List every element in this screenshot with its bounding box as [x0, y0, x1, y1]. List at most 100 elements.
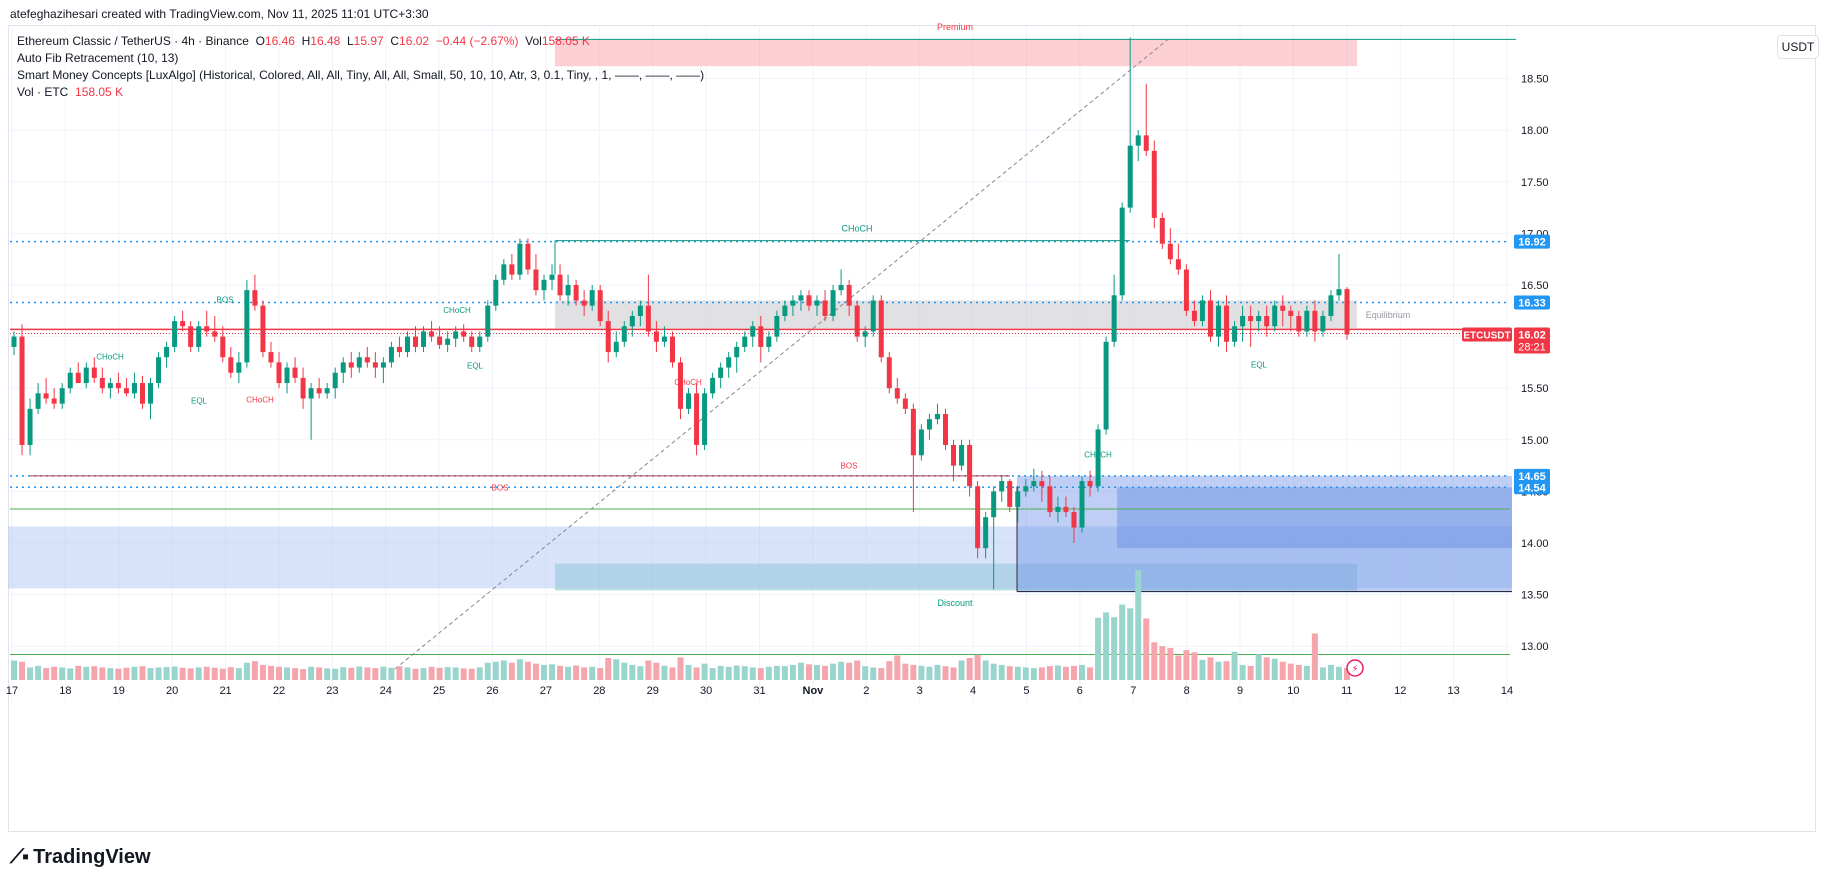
candle-body	[1248, 315, 1254, 322]
time-tick-label: 5	[1023, 685, 1029, 697]
volume-bar	[1095, 617, 1102, 680]
chart-legend: Ethereum Classic / TetherUS · 4h · Binan…	[17, 33, 704, 101]
time-tick-label: 7	[1130, 685, 1136, 697]
volume-bar	[364, 667, 371, 680]
candle-body	[1207, 300, 1213, 337]
candle-body	[180, 321, 186, 327]
candle-body	[694, 393, 700, 445]
brand-logo[interactable]: ⟋▪ TradingView	[10, 846, 151, 869]
candle-body	[710, 377, 716, 394]
time-tick-label: 26	[486, 685, 498, 697]
price-axis[interactable]: 13.0013.5014.0014.5015.0015.5016.0016.50…	[1521, 74, 1549, 654]
volume-bar	[388, 667, 395, 680]
volume-bar	[412, 668, 419, 680]
volume-bar	[789, 664, 796, 680]
symbol-badge-text: ETCUSDT	[1463, 331, 1510, 342]
indicator-fib[interactable]: Auto Fib Retracement (10, 13)	[17, 51, 179, 65]
candle-body	[1151, 150, 1157, 218]
candle-body	[822, 300, 828, 316]
candle-body	[758, 326, 764, 347]
eql-label: EQL	[467, 362, 484, 371]
volume-bars	[11, 570, 1350, 680]
volume-bar	[1327, 664, 1334, 680]
candle-body	[19, 336, 25, 445]
volume-bar	[918, 665, 925, 680]
candle-body	[1047, 486, 1053, 513]
time-tick-label: 11	[1341, 685, 1352, 697]
smc-zones	[8, 39, 1512, 593]
volume-bar	[1199, 659, 1206, 680]
candle-body	[1103, 341, 1109, 430]
volume-bar	[468, 668, 475, 680]
candle-body	[734, 346, 740, 358]
volume-bar	[179, 667, 186, 680]
candle-body	[830, 290, 836, 316]
candle-body	[99, 377, 105, 389]
volume-bar	[324, 668, 331, 680]
volume-bar	[75, 665, 82, 680]
volume-bar	[380, 666, 387, 680]
volume-bar	[540, 664, 547, 680]
volume-bar	[1006, 666, 1013, 680]
volume-bar	[950, 667, 957, 680]
volume-bar	[155, 667, 162, 680]
candle-body	[605, 321, 611, 353]
volume-bar	[115, 668, 122, 680]
time-axis[interactable]: 17 18 19 20 21 22 23 24 25 26 27 28 29 30 31 Nov 2 3 4 5 6 7 8…	[6, 685, 1513, 697]
volume-bar	[725, 666, 732, 680]
volume-bar	[1087, 667, 1094, 680]
time-tick-label: 22	[273, 685, 285, 697]
volume-bar	[308, 666, 315, 680]
choch-label: CHoCH	[96, 352, 124, 361]
volume-bar	[934, 664, 941, 680]
volume-bar	[372, 668, 379, 680]
candle-body	[1007, 481, 1013, 507]
discount-label: Discount	[937, 598, 973, 608]
candle-body	[573, 285, 579, 301]
volume-bar	[348, 667, 355, 680]
volume-bar	[862, 666, 869, 680]
candle-body	[156, 357, 162, 384]
candle-body	[11, 336, 17, 347]
candle-body	[75, 372, 81, 384]
candle-body	[429, 331, 435, 337]
volume-bar	[532, 663, 539, 680]
bos-label: BOS	[217, 296, 234, 305]
price-tick-label: 18.50	[1521, 74, 1549, 86]
candle-body	[107, 383, 113, 389]
indicator-volume[interactable]: Vol · ETC 158.05 K	[17, 84, 704, 101]
currency-button[interactable]: USDT	[1777, 35, 1819, 59]
volume-bar	[219, 668, 226, 680]
candle-body	[1119, 207, 1125, 296]
volume-bar	[942, 666, 949, 680]
indicator-smc[interactable]: Smart Money Concepts [LuxAlgo] (Historic…	[17, 68, 705, 82]
volume-bar	[757, 668, 764, 680]
candle-body	[557, 274, 563, 296]
candle-body	[380, 362, 386, 368]
candle-body	[91, 367, 97, 378]
volume-bar	[1263, 657, 1270, 680]
volume-bar	[484, 662, 491, 680]
volume-bar	[492, 661, 499, 680]
demand-block-left	[8, 526, 1512, 589]
candle-body	[581, 300, 587, 306]
ohlc-row[interactable]: Ethereum Classic / TetherUS · 4h · Binan…	[17, 33, 704, 50]
time-tick-label: 8	[1184, 685, 1190, 697]
volume-bar	[59, 667, 66, 680]
candle-body	[212, 331, 218, 337]
symbol-label[interactable]: Ethereum Classic / TetherUS · 4h · Binan…	[17, 34, 249, 48]
volume-bar	[573, 665, 580, 680]
price-tick-label: 15.00	[1521, 435, 1549, 447]
lightning-icon	[1346, 659, 1364, 677]
candle-body	[1071, 512, 1077, 528]
candle-body	[244, 290, 250, 363]
volume-bar	[267, 665, 274, 680]
candle-body	[870, 300, 876, 332]
candle-body	[1063, 506, 1069, 513]
candle-body	[469, 336, 475, 347]
candle-body	[1127, 145, 1133, 208]
candle-body	[404, 336, 410, 353]
candle-body	[645, 305, 651, 332]
grid-lines	[10, 27, 1510, 702]
